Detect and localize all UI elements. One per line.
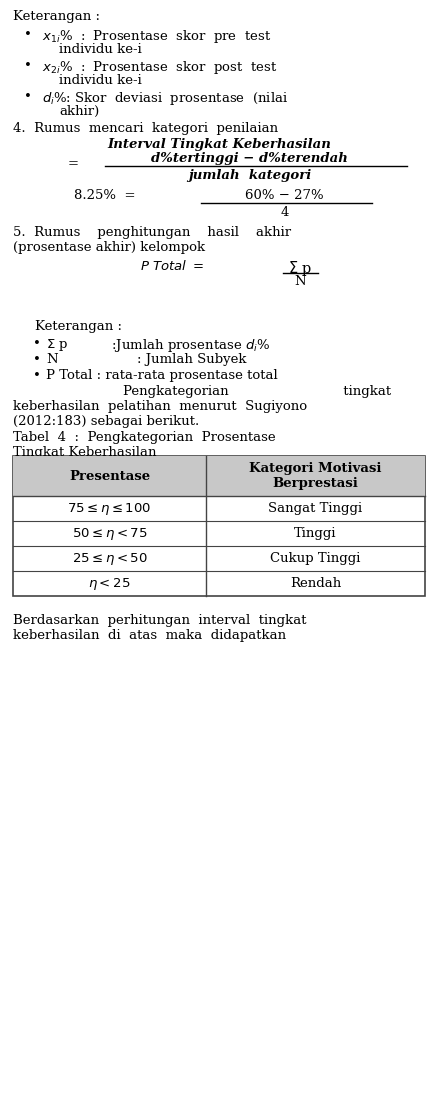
Text: 5.  Rumus    penghitungan    hasil    akhir: 5. Rumus penghitungan hasil akhir [13, 226, 291, 239]
Text: $P\ Total\ =$: $P\ Total\ =$ [140, 259, 204, 274]
Text: :Jumlah prosentase $d_{i}$%: :Jumlah prosentase $d_{i}$% [103, 337, 270, 354]
Text: $x_{2i}$%  :  Prosentase  skor  post  test: $x_{2i}$% : Prosentase skor post test [42, 59, 277, 76]
Text: Cukup Tinggi: Cukup Tinggi [270, 552, 360, 565]
Text: d%tertinggi − d%terendah: d%tertinggi − d%terendah [151, 152, 348, 165]
Text: $x_{1i}$%  :  Prosentase  skor  pre  test: $x_{1i}$% : Prosentase skor pre test [42, 28, 271, 44]
Text: keberhasilan  di  atas  maka  didapatkan: keberhasilan di atas maka didapatkan [13, 629, 286, 642]
Text: 8.25%  =: 8.25% = [74, 189, 136, 202]
Text: : Jumlah Subyek: : Jumlah Subyek [103, 353, 247, 366]
Text: keberhasilan  pelatihan  menurut  Sugiyono: keberhasilan pelatihan menurut Sugiyono [13, 400, 307, 413]
Text: Sangat Tinggi: Sangat Tinggi [268, 502, 362, 515]
Text: Keterangan :: Keterangan : [35, 320, 122, 332]
Text: •: • [33, 369, 41, 383]
Text: Tingkat Keberhasilan: Tingkat Keberhasilan [13, 446, 157, 459]
Text: Tabel  4  :  Pengkategorian  Prosentase: Tabel 4 : Pengkategorian Prosentase [13, 431, 276, 444]
Text: $\Sigma$ p: $\Sigma$ p [288, 259, 312, 278]
Text: •: • [24, 59, 32, 72]
Text: (prosentase akhir) kelompok: (prosentase akhir) kelompok [13, 241, 205, 254]
Text: Interval Tingkat Keberhasilan: Interval Tingkat Keberhasilan [107, 138, 331, 151]
Text: N: N [46, 353, 58, 366]
Text: P Total : rata-rata prosentase total: P Total : rata-rata prosentase total [46, 369, 278, 383]
Text: $75 \leq \eta \leq 100$: $75 \leq \eta \leq 100$ [67, 500, 152, 516]
Text: akhir): akhir) [59, 105, 99, 118]
Text: •: • [33, 337, 41, 350]
Text: Kategori Motivasi
Berprestasi: Kategori Motivasi Berprestasi [249, 461, 381, 490]
Text: •: • [33, 353, 41, 366]
Text: Tinggi: Tinggi [294, 527, 337, 540]
Text: 4.  Rumus  mencari  kategori  penilaian: 4. Rumus mencari kategori penilaian [13, 122, 278, 135]
Text: 4: 4 [280, 206, 289, 219]
Text: •: • [24, 90, 32, 103]
Bar [13, 456, 425, 496]
Text: (2012:183) sebagai berikut.: (2012:183) sebagai berikut. [13, 415, 199, 428]
Text: jumlah  kategori: jumlah kategori [188, 169, 311, 182]
Text: Pengkategorian                           tingkat: Pengkategorian tingkat [123, 385, 391, 398]
Bar [13, 456, 425, 596]
Text: Keterangan :: Keterangan : [13, 10, 100, 23]
Text: Berdasarkan  perhitungan  interval  tingkat: Berdasarkan perhitungan interval tingkat [13, 614, 307, 627]
Text: •: • [24, 28, 32, 41]
Text: Presentase: Presentase [69, 469, 150, 483]
Text: individu ke-i: individu ke-i [59, 43, 142, 56]
Text: 60% − 27%: 60% − 27% [245, 189, 324, 202]
Text: individu ke-i: individu ke-i [59, 75, 142, 87]
Text: =: = [68, 157, 79, 170]
Text: Rendah: Rendah [290, 577, 341, 590]
Text: $\Sigma$ p: $\Sigma$ p [46, 337, 68, 353]
Text: $50 \leq \eta < 75$: $50 \leq \eta < 75$ [72, 526, 147, 542]
Text: $\eta < 25$: $\eta < 25$ [88, 576, 131, 592]
Text: $25 \leq \eta < 50$: $25 \leq \eta < 50$ [72, 550, 147, 566]
Text: N: N [294, 275, 306, 288]
Text: $d_{i}$%: Skor  deviasi  prosentase  (nilai: $d_{i}$%: Skor deviasi prosentase (nilai [42, 90, 288, 107]
